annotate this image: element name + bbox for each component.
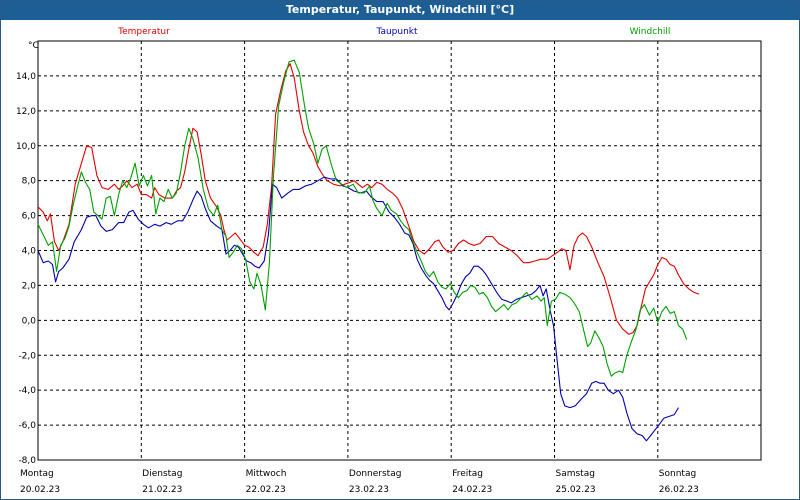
x-tick-date: 25.02.23	[556, 485, 596, 495]
series-line-temperatur	[37, 63, 700, 335]
x-tick-weekday: Dienstag	[142, 469, 182, 479]
series-line-taupunkt	[37, 176, 679, 442]
y-tick-label: 8,0	[22, 177, 37, 187]
y-tick-label: -8,0	[18, 456, 36, 466]
x-tick-date: 20.02.23	[20, 485, 60, 495]
legend-item-windchill: Windchill	[630, 27, 671, 37]
y-tick-label: -2,0	[18, 351, 36, 361]
legend: Temperatur Taupunkt Windchill	[117, 27, 670, 37]
x-axis: Montag 20.02.23 Dienstag 21.02.23 Mittwoch 22…	[20, 469, 699, 495]
x-tick-date: 22.02.23	[246, 485, 286, 495]
y-tick-label: 14,0	[16, 72, 36, 82]
x-tick-date: 23.02.23	[349, 485, 389, 495]
data-series	[37, 59, 700, 442]
x-tick-weekday: Sonntag	[659, 469, 696, 479]
y-tick-label: 6,0	[22, 212, 37, 222]
grid-lines	[38, 41, 761, 460]
x-tick-date: 24.02.23	[452, 485, 492, 495]
y-tick-label: 4,0	[22, 247, 37, 257]
y-tick-label: 10,0	[16, 142, 36, 152]
y-tick-label: 2,0	[22, 281, 37, 291]
x-tick-weekday: Montag	[20, 469, 54, 479]
x-tick-date: 26.02.23	[659, 485, 699, 495]
y-tick-label: -6,0	[18, 421, 36, 431]
window-title: Temperatur, Taupunkt, Windchill [°C]	[1, 1, 799, 20]
y-tick-label: 0,0	[22, 316, 37, 326]
x-tick-weekday: Freitag	[452, 469, 483, 479]
y-axis: °C 14,0 12,0 10,0 8,0 6,0 4,0 2,0 0,0 -2,0 -4,0 -6…	[16, 41, 39, 466]
y-tick-label: 12,0	[16, 107, 36, 117]
legend-item-taupunkt: Taupunkt	[375, 27, 418, 37]
series-line-windchill	[37, 59, 688, 377]
legend-item-temperatur: Temperatur	[117, 27, 170, 37]
y-tick-label: -4,0	[18, 386, 36, 396]
x-tick-weekday: Samstag	[556, 469, 595, 479]
x-tick-weekday: Mittwoch	[246, 469, 287, 479]
x-tick-weekday: Donnerstag	[349, 469, 402, 479]
x-tick-date: 21.02.23	[142, 485, 182, 495]
y-unit-label: °C	[28, 41, 39, 51]
